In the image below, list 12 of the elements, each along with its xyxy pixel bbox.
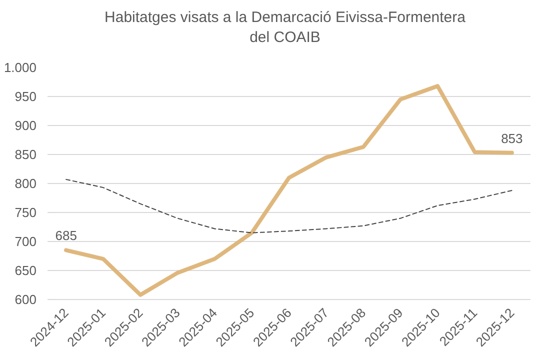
- data-label: 685: [55, 228, 77, 244]
- y-tick-label: 650: [14, 263, 37, 278]
- chart-title: Habitatges visats a la Demarcació Eivissa-Formentera del COAIB: [104, 8, 466, 48]
- y-tick-label: 900: [14, 118, 37, 133]
- y-tick-label: 700: [14, 234, 37, 249]
- y-tick-label: 950: [14, 89, 37, 104]
- y-tick-label: 850: [14, 147, 37, 162]
- y-tick-label: 750: [14, 205, 37, 220]
- y-tick-label: 600: [14, 292, 37, 307]
- data-label: 853: [501, 130, 523, 146]
- y-tick-label: 1.000: [4, 60, 37, 75]
- y-tick-label: 800: [14, 176, 37, 191]
